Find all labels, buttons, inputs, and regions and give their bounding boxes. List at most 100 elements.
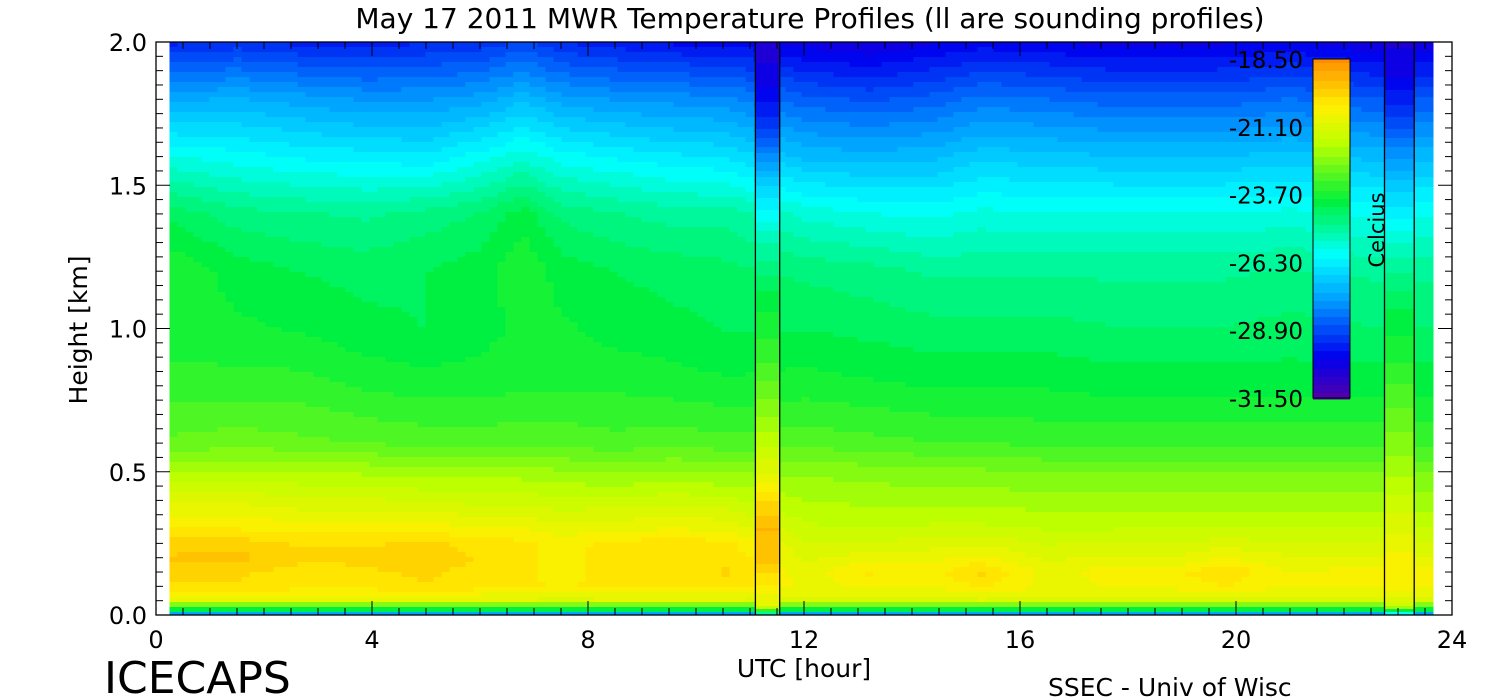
- heatmap-cell: [321, 502, 330, 508]
- heatmap-cell: [385, 352, 394, 358]
- heatmap-cell: [233, 442, 242, 448]
- heatmap-cell: [289, 357, 298, 363]
- heatmap-cell: [265, 152, 274, 158]
- heatmap-cell: [177, 532, 186, 538]
- heatmap-cell: [505, 157, 514, 163]
- heatmap-cell: [185, 292, 194, 298]
- heatmap-cell: [353, 192, 362, 198]
- heatmap-cell: [345, 137, 354, 143]
- heatmap-cell: [417, 262, 426, 268]
- heatmap-cell: [249, 287, 258, 293]
- heatmap-cell: [265, 107, 274, 113]
- heatmap-cell: [257, 377, 266, 383]
- heatmap-cell: [385, 117, 394, 123]
- heatmap-cell: [305, 167, 314, 173]
- heatmap-cell: [185, 142, 194, 148]
- heatmap-cell: [281, 342, 290, 348]
- heatmap-cell: [241, 307, 250, 313]
- heatmap-cell: [313, 467, 322, 473]
- heatmap-cell: [393, 187, 402, 193]
- heatmap-cell: [233, 202, 242, 208]
- heatmap-cell: [377, 292, 386, 298]
- heatmap-cell: [281, 267, 290, 273]
- heatmap-cell: [393, 407, 402, 413]
- heatmap-cell: [505, 137, 514, 143]
- heatmap-cell: [417, 332, 426, 338]
- heatmap-cell: [185, 122, 194, 128]
- heatmap-cell: [353, 602, 362, 608]
- heatmap-cell: [489, 422, 498, 428]
- heatmap-cell: [233, 322, 242, 328]
- heatmap-cell: [305, 517, 314, 523]
- heatmap-cell: [209, 572, 218, 578]
- heatmap-cell: [433, 322, 442, 328]
- heatmap-cell: [385, 252, 394, 258]
- heatmap-cell: [185, 192, 194, 198]
- heatmap-cell: [265, 202, 274, 208]
- heatmap-cell: [249, 412, 258, 418]
- heatmap-cell: [345, 272, 354, 278]
- heatmap-cell: [233, 302, 242, 308]
- heatmap-cell: [505, 392, 514, 398]
- heatmap-cell: [345, 422, 354, 428]
- heatmap-cell: [489, 87, 498, 93]
- heatmap-cell: [201, 407, 210, 413]
- heatmap-cell: [433, 237, 442, 243]
- heatmap-cell: [169, 577, 178, 583]
- heatmap-cell: [305, 312, 314, 318]
- heatmap-cell: [473, 577, 482, 583]
- heatmap-cell: [465, 492, 474, 498]
- heatmap-cell: [281, 82, 290, 88]
- heatmap-cell: [385, 172, 394, 178]
- heatmap-cell: [257, 612, 266, 615]
- heatmap-cell: [441, 302, 450, 308]
- heatmap-cell: [281, 252, 290, 258]
- heatmap-cell: [185, 137, 194, 143]
- heatmap-cell: [233, 552, 242, 558]
- heatmap-cell: [321, 387, 330, 393]
- heatmap-cell: [289, 547, 298, 553]
- heatmap-cell: [257, 57, 266, 63]
- heatmap-cell: [177, 587, 186, 593]
- heatmap-cell: [201, 72, 210, 78]
- heatmap-cell: [289, 302, 298, 308]
- heatmap-cell: [289, 317, 298, 323]
- heatmap-cell: [473, 177, 482, 183]
- heatmap-cell: [297, 122, 306, 128]
- heatmap-cell: [249, 97, 258, 103]
- heatmap-cell: [353, 422, 362, 428]
- heatmap-cell: [489, 587, 498, 593]
- heatmap-cell: [497, 512, 506, 518]
- heatmap-cell: [377, 167, 386, 173]
- heatmap-cell: [481, 402, 490, 408]
- heatmap-cell: [417, 297, 426, 303]
- heatmap-cell: [337, 577, 346, 583]
- heatmap-cell: [201, 377, 210, 383]
- heatmap-cell: [265, 412, 274, 418]
- heatmap-cell: [481, 167, 490, 173]
- heatmap-cell: [465, 97, 474, 103]
- heatmap-cell: [201, 482, 210, 488]
- heatmap-cell: [273, 557, 282, 563]
- heatmap-cell: [241, 122, 250, 128]
- heatmap-cell: [361, 247, 370, 253]
- heatmap-cell: [305, 192, 314, 198]
- heatmap-cell: [489, 482, 498, 488]
- heatmap-cell: [201, 167, 210, 173]
- heatmap-cell: [425, 262, 434, 268]
- heatmap-cell: [273, 362, 282, 368]
- heatmap-cell: [345, 302, 354, 308]
- heatmap-cell: [225, 337, 234, 343]
- heatmap-cell: [321, 212, 330, 218]
- heatmap-cell: [257, 292, 266, 298]
- heatmap-cell: [217, 592, 226, 598]
- heatmap-cell: [241, 507, 250, 513]
- heatmap-cell: [177, 597, 186, 603]
- heatmap-cell: [201, 332, 210, 338]
- heatmap-cell: [185, 467, 194, 473]
- heatmap-cell: [361, 387, 370, 393]
- heatmap-cell: [457, 162, 466, 168]
- heatmap-cell: [505, 317, 514, 323]
- heatmap-cell: [265, 232, 274, 238]
- heatmap-cell: [401, 402, 410, 408]
